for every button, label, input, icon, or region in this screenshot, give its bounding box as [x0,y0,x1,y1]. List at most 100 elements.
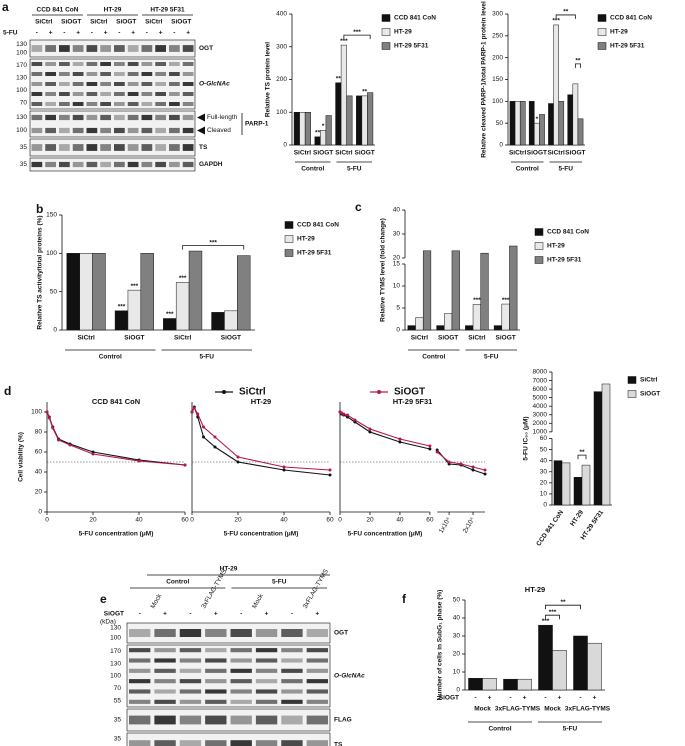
mw-marker: 130 [16,74,27,81]
bar [593,391,603,506]
x-tick-label: SiOGT [527,150,547,157]
y-tick-label: 60 [35,449,43,456]
legend-swatch [381,42,391,50]
bar [211,312,225,331]
band [205,699,227,704]
x-tick-label: SiCtrl [547,150,565,157]
group-label: 5-FU [559,166,574,173]
x-axis-label: 5-FU concentration (μM) [79,531,154,538]
legend-label: SiOGT [394,387,425,398]
band [72,45,84,52]
point [368,427,372,431]
band [230,629,252,637]
significance: *** [209,239,217,246]
bar [66,253,80,331]
group-label: 5-FU [200,354,215,361]
band [127,127,139,134]
band [129,629,151,637]
bar [175,282,190,331]
bar [501,303,510,331]
point [459,462,463,466]
band [255,699,278,704]
mw-marker: 35 [114,717,122,724]
x-tick-label: 60 [426,517,434,524]
band [155,62,166,66]
mw-marker: 170 [110,648,121,655]
bar [581,464,591,506]
sirna-sign: + [315,611,319,618]
band [31,102,43,106]
y-tick-label: 400 [276,11,287,18]
band [141,114,153,121]
point [213,445,217,449]
sirna-label: SiCtrl [90,19,108,26]
x-tick-label: SiCtrl [468,335,486,342]
mw-marker: 130 [110,660,121,667]
series-line [46,411,186,466]
band [154,699,176,704]
treatment-sign: + [49,30,53,37]
band [205,740,227,746]
row-label: O-GlcNAc [334,673,365,680]
blot-box [29,110,196,138]
group-label: 5-FU [347,166,362,173]
legend-label: SiOGT [640,391,660,398]
band [100,144,111,151]
chart-title: HT-29 5F31 [393,397,433,406]
band [155,72,166,76]
bracket [577,454,587,460]
series-sign: + [488,695,492,702]
mw-marker: 130 [110,625,121,632]
blot-group: HT-29 5F31 [150,7,185,14]
treatment-sign: - [146,30,148,37]
y-tick-label: 30 [453,633,461,640]
band [255,689,278,694]
band [255,740,278,746]
bar [444,313,453,331]
x-tick-label: 40 [396,517,404,524]
band [72,102,84,106]
y-tick-label: 20 [393,255,401,262]
y-tick-label: 100 [46,250,57,257]
significance: * [536,116,539,123]
x-tick-label: 0 [45,517,49,524]
x-axis-label: 5-FU concentration (μM) [224,531,299,538]
band [306,699,328,704]
y-tick-label: 30 [540,468,548,475]
bar [519,101,526,146]
band [114,144,125,151]
series-sign: + [593,695,597,702]
band [205,668,227,673]
y-tick-label: 300 [276,43,287,50]
band [155,82,166,86]
band [86,102,98,106]
band [59,127,70,134]
band [129,689,151,694]
x-tick-label: 20 [234,517,242,524]
y-tick-label: 200 [492,54,503,61]
band [114,127,125,134]
band [205,629,227,637]
row-label: PARP-1 [245,121,269,128]
band [230,679,252,684]
band [45,144,56,151]
legend-swatch [597,14,607,22]
band [114,82,125,86]
band [205,689,227,694]
band [154,740,176,746]
band [72,92,84,96]
band [59,92,70,96]
bar [472,304,481,331]
band [114,102,125,106]
legend-swatch [284,221,294,229]
blot-box [126,622,331,644]
row-label: TS [199,144,208,151]
point [137,459,141,463]
treatment-sign: - [63,30,65,37]
bar [528,101,535,146]
band [129,648,151,653]
point [483,468,487,472]
significance: *** [118,304,126,311]
band [72,161,84,168]
band [86,144,98,151]
